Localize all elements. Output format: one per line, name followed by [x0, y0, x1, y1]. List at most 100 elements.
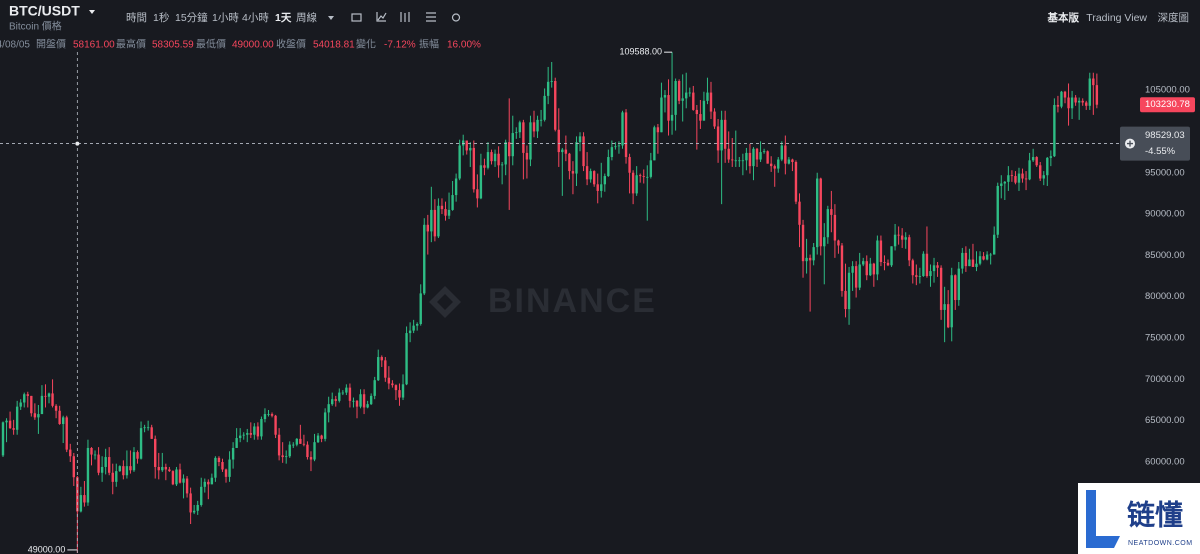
interval-button[interactable]: 周線 [296, 11, 317, 24]
interval-button[interactable]: 1小時 [212, 12, 239, 24]
candle-body [423, 224, 426, 294]
candle-body [40, 395, 44, 415]
candle-body [946, 304, 950, 328]
candle-body [925, 253, 929, 277]
candle-body [256, 426, 260, 437]
candle-body [274, 415, 277, 435]
tool-icon[interactable] [451, 13, 461, 22]
candle-body [670, 114, 674, 121]
candle-body [702, 100, 706, 121]
candle-body [15, 406, 19, 430]
candle-body [469, 147, 472, 151]
plot [1, 52, 1099, 553]
candle-body [104, 457, 107, 467]
candle-body [302, 443, 306, 445]
candle-body [918, 276, 922, 277]
candle-body [30, 395, 33, 414]
candle-body [787, 159, 791, 164]
interval-button[interactable]: 時間 [126, 12, 147, 24]
candle-body [592, 171, 596, 185]
candle-body [497, 153, 500, 166]
candle-body [607, 157, 610, 177]
candle-body [260, 419, 263, 437]
candle-body [794, 161, 798, 202]
crosshair-point [75, 141, 80, 146]
more-intervals[interactable] [328, 16, 334, 20]
candle-body [263, 414, 267, 420]
candle-body [1017, 173, 1021, 183]
interval-button[interactable]: 15分鐘 [175, 11, 208, 24]
candle-body [146, 427, 150, 429]
candle-body [1024, 178, 1028, 180]
candle-body [270, 414, 274, 416]
candle-body [564, 149, 568, 154]
candle-body [355, 400, 359, 407]
y-tick-label: 60000.00 [1145, 457, 1185, 468]
candle-body [189, 493, 192, 513]
candle-body [214, 457, 217, 478]
y-tick-label: 75000.00 [1145, 333, 1185, 344]
candle-body [734, 160, 737, 162]
candle-body [384, 360, 387, 378]
symbol-name[interactable]: Bitcoin 價格 [9, 20, 62, 33]
candle-body [628, 157, 631, 173]
info-value: -7.12% [384, 40, 416, 51]
candle-body [118, 466, 122, 472]
info-value: 54018.81 [313, 40, 355, 51]
candle-body [865, 261, 868, 276]
tool-icon[interactable] [426, 12, 436, 22]
dropdown-icon[interactable] [89, 10, 95, 14]
candle-body [168, 469, 171, 472]
interval-button[interactable]: 1天 [275, 12, 292, 24]
candle-body [975, 263, 978, 267]
tool-icon[interactable] [351, 13, 362, 22]
candle-body [1081, 100, 1084, 103]
candle-body [178, 469, 182, 483]
candle-body [490, 152, 493, 162]
y-tick-label: 80000.00 [1145, 291, 1185, 302]
symbol[interactable]: BTC/USDT [9, 3, 80, 19]
candle-body [639, 175, 642, 177]
candle-body [150, 427, 153, 439]
interval-button[interactable]: 1秒 [153, 11, 170, 24]
candle-body [246, 433, 249, 435]
candle-body [525, 152, 529, 160]
candle-body [667, 95, 670, 121]
candle-body [90, 447, 93, 455]
view-button[interactable]: Trading View [1086, 12, 1147, 24]
candle-body [224, 469, 228, 477]
candle-body [727, 148, 730, 160]
candle-body [122, 466, 125, 476]
candle-body [316, 435, 320, 443]
candle-body [309, 457, 313, 460]
info-label: 最低價 [196, 38, 226, 51]
candle-body [221, 462, 224, 470]
info-value: 58305.59 [152, 40, 194, 51]
tool-icon[interactable] [400, 12, 410, 22]
candle-body [546, 81, 550, 96]
candle-body [299, 438, 302, 444]
candle-body [759, 152, 762, 160]
candle-body [911, 260, 914, 276]
last-price-box [1140, 97, 1195, 113]
candle-body [430, 209, 433, 232]
candle-body [688, 92, 691, 94]
candle-body [1095, 85, 1099, 105]
candle-body [854, 266, 858, 288]
interval-button[interactable]: 4小時 [242, 12, 269, 24]
y-tick-label: 105000.00 [1145, 85, 1190, 96]
candle-body [472, 147, 476, 190]
candle-body [8, 420, 12, 429]
tool-icon[interactable] [376, 12, 387, 22]
candle-body [196, 504, 199, 511]
candle-body [1010, 175, 1014, 177]
candle-body [182, 478, 185, 483]
candle-body [692, 92, 695, 110]
candle-body [493, 153, 497, 162]
candle-body [869, 263, 872, 276]
candle-body [624, 112, 628, 158]
candle-body [366, 404, 369, 408]
candle-body [1070, 97, 1074, 109]
view-button[interactable]: 深度圖 [1158, 11, 1190, 24]
view-button[interactable]: 基本版 [1047, 11, 1080, 24]
